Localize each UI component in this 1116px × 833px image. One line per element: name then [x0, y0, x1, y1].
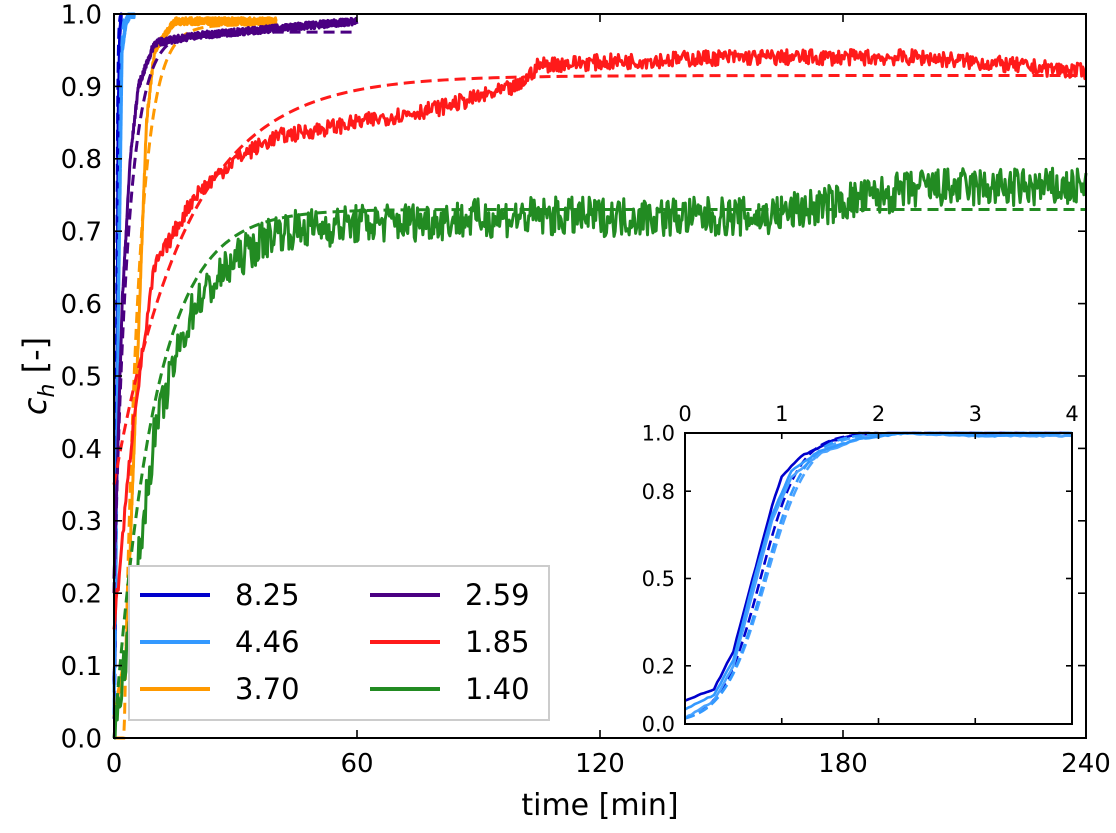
y-axis-label-rest: [-]	[16, 337, 54, 384]
fit-line-8.25	[112, 13, 123, 719]
y-axis-label-base: c	[16, 397, 54, 415]
y-axis-label-sub: h	[35, 384, 60, 398]
series-line-2.59	[112, 16, 359, 579]
legend-label-4.46: 4.46	[235, 625, 300, 659]
y-tick-label: 0.8	[642, 480, 675, 504]
legend-label-1.85: 1.85	[465, 625, 530, 659]
y-tick-label: 0.4	[61, 435, 102, 465]
x-tick-label: 2	[872, 402, 885, 426]
y-tick-label: 0.2	[61, 580, 102, 610]
fit-line-3.70	[114, 23, 276, 740]
y-tick-label: 0.7	[61, 218, 102, 248]
legend-label-8.25: 8.25	[235, 578, 300, 612]
y-tick-label: 0.5	[642, 567, 675, 591]
series-line-1.40	[113, 166, 1088, 740]
fit-line-1.40	[112, 207, 1086, 739]
y-tick-label: 0.9	[61, 73, 102, 103]
x-tick-label: 180	[818, 749, 868, 779]
x-tick-label: 1	[775, 402, 788, 426]
x-tick-label: 4	[1065, 402, 1078, 426]
fit-line-1.85	[112, 74, 1086, 485]
y-tick-label: 0.6	[61, 290, 102, 320]
y-tick-label: 1.0	[642, 422, 675, 446]
x-tick-label: 3	[969, 402, 982, 426]
legend: 8.25 4.46 3.70 2.59 1.85 1.40	[128, 565, 550, 721]
x-tick-label: 0	[106, 749, 123, 779]
x-tick-label: 0	[678, 402, 691, 426]
fit-line-2.59	[112, 30, 357, 594]
y-tick-label: 0.1	[61, 652, 102, 682]
inset-background	[685, 433, 1072, 724]
legend-label-3.70: 3.70	[235, 672, 300, 706]
y-tick-label: 1.0	[61, 0, 102, 30]
y-tick-label: 0.5	[61, 362, 102, 392]
inset-plot-area: 0 1 2 3 4 0.0 0.2 0.5 0.8 1.0	[642, 402, 1079, 737]
legend-label-1.40: 1.40	[465, 672, 530, 706]
y-tick-label: 0.2	[642, 654, 675, 678]
y-axis-label: ch [-]	[16, 337, 60, 415]
x-tick-label: 120	[575, 749, 625, 779]
series-line-1.85	[112, 48, 1087, 630]
y-tick-label: 0.8	[61, 145, 102, 175]
y-tick-label: 0.3	[61, 507, 102, 537]
x-axis-label: time [min]	[521, 788, 678, 823]
x-tick-label: 60	[340, 749, 373, 779]
y-tick-label: 0.0	[642, 713, 675, 737]
x-tick-label: 240	[1061, 749, 1111, 779]
legend-label-2.59: 2.59	[465, 578, 530, 612]
y-tick-label: 0.0	[61, 724, 102, 754]
main-plot-area: 0 60 120 180 2400.00.10.20.30.40.50.60.70.80…	[16, 0, 1111, 823]
